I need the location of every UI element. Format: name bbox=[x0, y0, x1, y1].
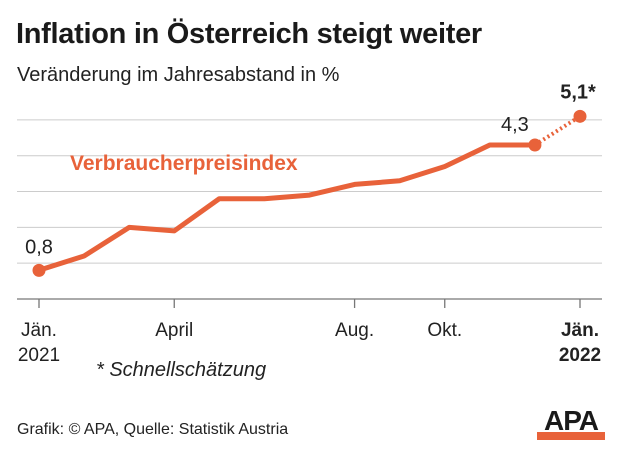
source-credit: Grafik: © APA, Quelle: Statistik Austria bbox=[17, 421, 289, 438]
data-point-marker bbox=[528, 138, 542, 152]
series-estimate-line bbox=[533, 114, 582, 147]
data-point-marker bbox=[32, 263, 46, 277]
x-tick-label: Jän. bbox=[21, 320, 57, 341]
apa-logo-bar bbox=[537, 432, 605, 440]
data-label: 5,1* bbox=[560, 81, 596, 103]
data-point-marker bbox=[573, 109, 587, 123]
x-tick-label: 2021 bbox=[18, 345, 60, 366]
apa-logo-text: APA bbox=[544, 406, 599, 436]
footnote: * Schnellschätzung bbox=[96, 359, 267, 381]
series-line bbox=[36, 142, 538, 273]
x-tick-label: Jän. bbox=[561, 320, 599, 341]
chart-subtitle: Veränderung im Jahresabstand in % bbox=[17, 64, 340, 86]
x-tick-label: April bbox=[155, 320, 193, 341]
chart-title: Inflation in Österreich steigt weiter bbox=[16, 18, 482, 50]
data-label: 4,3 bbox=[501, 114, 529, 136]
x-tick-label: Okt. bbox=[427, 320, 462, 341]
x-tick-label: Aug. bbox=[335, 320, 374, 341]
series-label: Verbraucherpreisindex bbox=[70, 152, 298, 175]
x-tick-label: 2022 bbox=[559, 345, 601, 366]
data-label: 0,8 bbox=[25, 236, 53, 258]
apa-logo: APA bbox=[537, 406, 605, 440]
